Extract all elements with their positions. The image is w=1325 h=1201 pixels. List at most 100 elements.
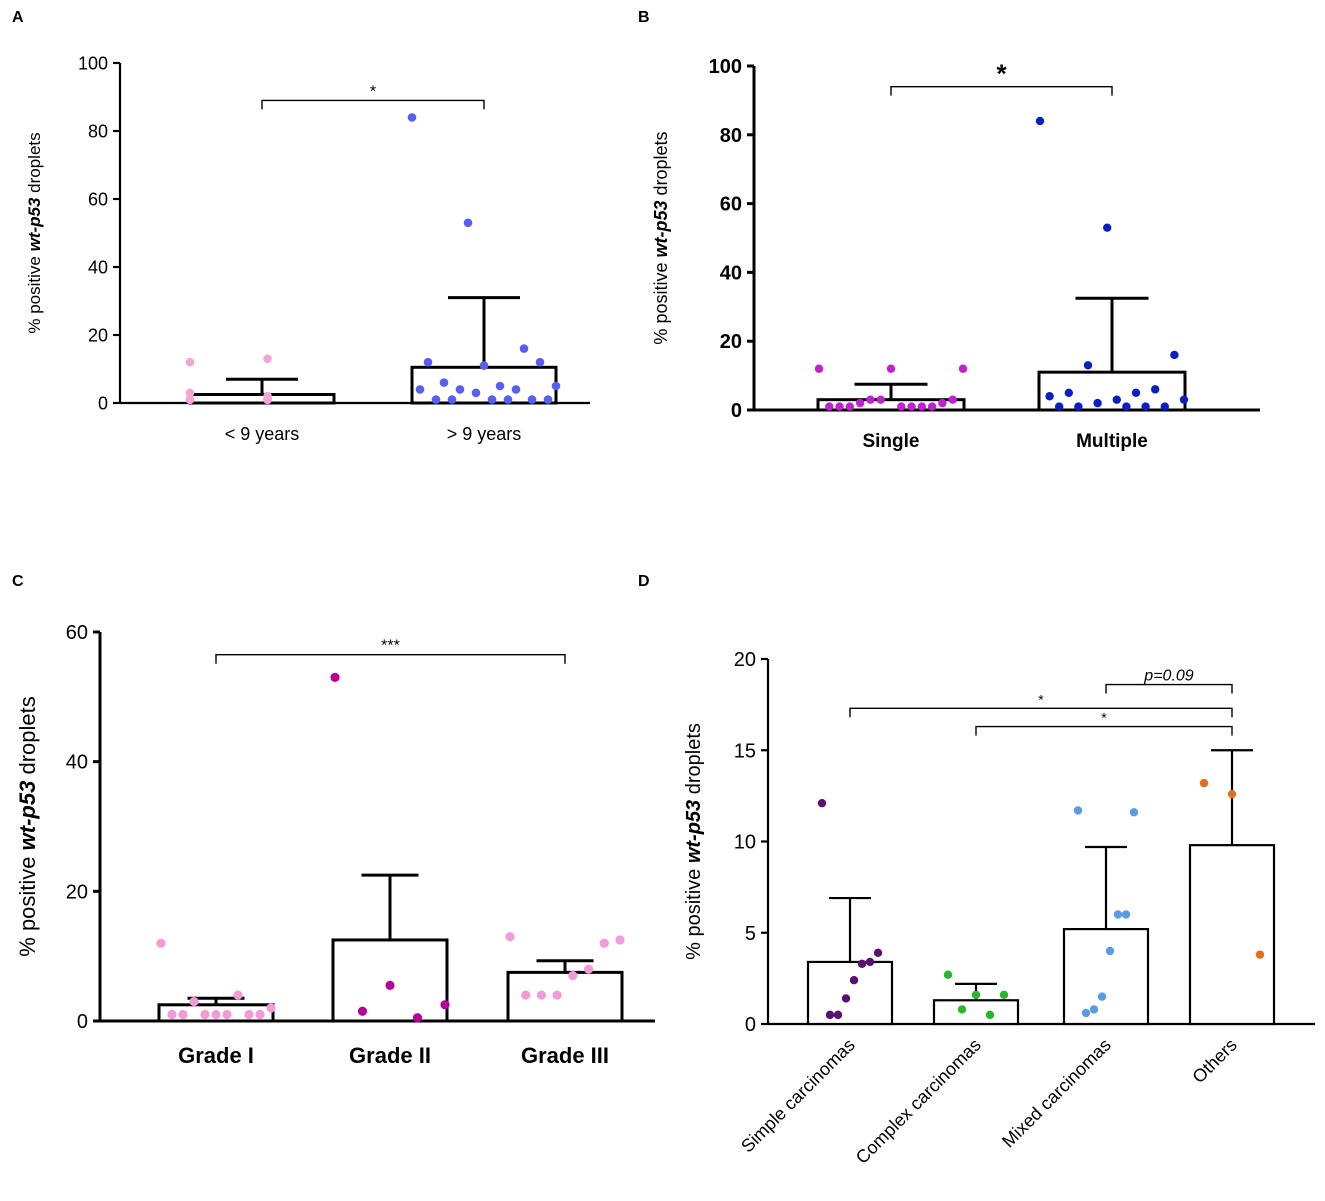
panel-b-data-point — [1179, 395, 1189, 404]
panel-d-significance-bracket — [1105, 683, 1233, 694]
panel-a-y-tick-label: 0 — [98, 393, 108, 413]
panel-b-data-point — [825, 402, 834, 411]
panel-c: C 0 20 40 60 % positive wt-p53 droplets Grade… — [12, 573, 655, 1068]
panel-c-category-label: Grade III — [521, 1043, 609, 1068]
panel-b-data-point — [1083, 361, 1093, 370]
panel-d-data-point — [957, 1005, 967, 1014]
panel-b-data-point — [927, 402, 937, 411]
panel-a-data-point — [511, 385, 521, 394]
panel-b-data-point — [948, 395, 957, 404]
ylabel-text: % positive — [15, 850, 40, 956]
panel-d-bar — [1062, 927, 1150, 1026]
panel-d-data-point — [825, 1010, 835, 1020]
ylabel-text: % positive — [683, 863, 705, 960]
panel-a-data-point — [407, 113, 417, 122]
panel-b-y-tick-label: 0 — [731, 400, 742, 422]
panel-d-data-point — [1227, 789, 1237, 799]
panel-b-data-point — [1055, 402, 1064, 411]
panel-a-data-point — [527, 395, 537, 404]
panel-b-data-point — [1131, 388, 1141, 397]
panel-d-y-tick-label: 5 — [745, 923, 756, 945]
panel-c-data-point — [583, 964, 594, 974]
panel-a-data-point — [543, 395, 553, 404]
panel-a-data-point — [185, 388, 195, 398]
panel-d-category-label: Others — [1188, 1035, 1240, 1087]
panel-a-data-point — [463, 218, 473, 228]
panel-a-data-point — [439, 378, 449, 387]
panel-d-data-point — [1097, 992, 1107, 1001]
ylabel-gene: wt-p53 — [15, 781, 40, 851]
panel-c-data-point — [189, 996, 199, 1007]
panel-d-category-label: Simple carcinomas — [737, 1035, 859, 1157]
panel-a-data-point — [519, 344, 529, 353]
panel-b-data-point — [1151, 385, 1160, 394]
panel-c-y-axis-label: % positive wt-p53 droplets — [15, 696, 40, 956]
panel-d-data-point — [1113, 910, 1123, 919]
ylabel-text: droplets — [25, 132, 44, 197]
panel-c-significance-label: *** — [381, 638, 400, 655]
panel-d-data-point — [841, 994, 851, 1003]
panel-b-y-tick-label: 40 — [720, 262, 742, 284]
panel-a-category-label: > 9 years — [447, 424, 522, 444]
panel-c-data-point — [211, 1009, 221, 1020]
panel-c-data-point — [440, 1000, 450, 1010]
panel-c-data-point — [536, 990, 547, 1000]
panel-c-y-tick-label: 0 — [77, 1011, 88, 1033]
panel-b-data-point — [1170, 350, 1179, 360]
panel-b-data-point — [855, 398, 865, 408]
panel-a-data-point — [447, 395, 457, 404]
panel-c-data-point — [412, 1013, 423, 1023]
panel-c-data-point — [178, 1009, 188, 1020]
panel-c-data-point — [615, 935, 625, 945]
panel-d-data-point — [873, 948, 883, 958]
panel-b-data-point — [1160, 402, 1170, 411]
panel-b-data-point — [886, 364, 896, 373]
panel-a-y-tick-label: 20 — [88, 325, 108, 345]
panel-d-data-point — [985, 1010, 995, 1020]
panel-b-bar — [1037, 370, 1187, 412]
panel-d-data-point — [857, 959, 867, 968]
panel-b-data-point — [907, 402, 916, 411]
ylabel-gene: wt-p53 — [25, 197, 44, 251]
panel-d-y-tick-label: 10 — [734, 832, 756, 854]
panel-d-significance-label: * — [1101, 710, 1107, 726]
panel-b-data-point — [897, 402, 906, 411]
panel-d-data-point — [1105, 946, 1115, 956]
panel-a-data-point — [487, 395, 497, 404]
panel-a-significance-label: * — [370, 83, 376, 100]
panel-b-data-point — [1074, 402, 1083, 411]
panel-a-data-point — [185, 357, 195, 367]
panel-b-letter: B — [638, 9, 650, 26]
panel-d-data-point — [1129, 808, 1139, 817]
panel-b-data-point — [1045, 392, 1054, 401]
panel-d-category-label: Mixed carcinomas — [998, 1035, 1115, 1152]
panel-a-data-point — [415, 385, 425, 394]
panel-a-data-point — [431, 395, 441, 404]
panel-b-category-label: Multiple — [1076, 431, 1148, 452]
panel-d-y-tick-label: 20 — [734, 649, 756, 671]
panel-d-data-point — [817, 798, 827, 808]
panel-b-category-label: Single — [862, 431, 919, 452]
panel-a-data-point — [551, 381, 561, 391]
panel-a-y-axis-label: % positive wt-p53 droplets — [25, 132, 44, 333]
panel-b-data-point — [917, 402, 927, 411]
panel-b-data-point — [845, 402, 855, 411]
panel-b-y-tick-label: 80 — [720, 125, 742, 147]
panel-b-y-tick-label: 20 — [720, 331, 742, 353]
panel-b-data-point — [1035, 116, 1045, 126]
panel-c-bar — [331, 938, 449, 1023]
ylabel-text: % positive — [25, 251, 44, 333]
panel-c-category-label: Grade I — [178, 1043, 254, 1068]
panel-c-data-point — [385, 980, 395, 990]
panel-d-bar — [1188, 844, 1276, 1026]
panel-b-data-point — [938, 398, 947, 408]
panel-c-data-point — [505, 932, 515, 942]
panel-d-data-point — [833, 1010, 843, 1020]
panel-d-data-point — [999, 990, 1009, 999]
panel-a-y-tick-label: 40 — [88, 257, 108, 277]
panel-a-data-point — [263, 354, 272, 364]
panel-c-category-label: Grade II — [349, 1043, 431, 1068]
panel-a-data-point — [423, 357, 433, 367]
panel-d-y-axis-label: % positive wt-p53 droplets — [683, 723, 705, 960]
